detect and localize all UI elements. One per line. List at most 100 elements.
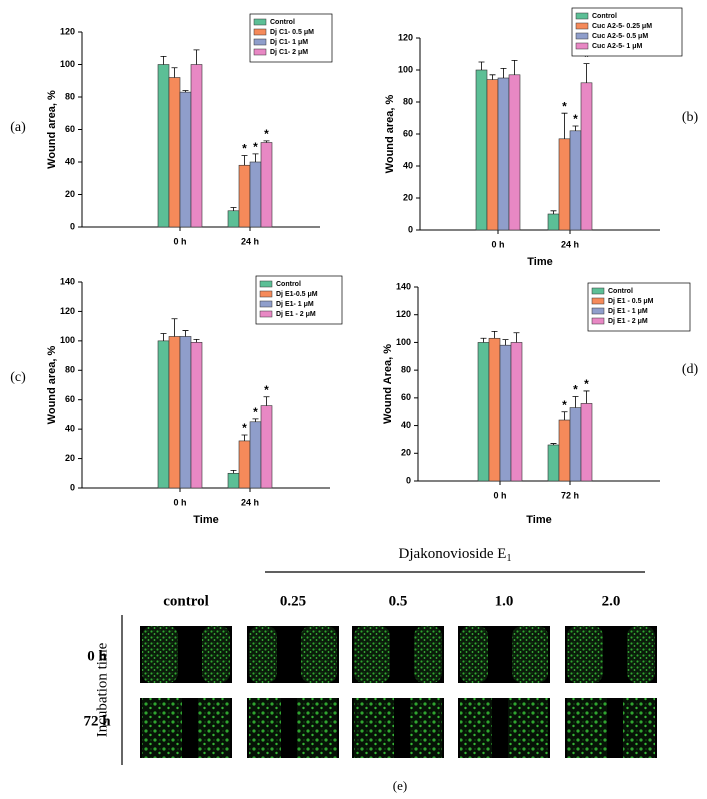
x-tick-label: 24 h [241, 497, 259, 507]
bar [477, 342, 490, 482]
legend-swatch [591, 287, 605, 295]
y-tick-label: 100 [60, 59, 75, 69]
y-tick-label: 60 [401, 392, 411, 402]
title-main: Djakonovioside E [399, 546, 507, 562]
legend-box [571, 7, 683, 57]
legend-label: Dj E1 - 2 μM [608, 318, 648, 325]
bar [497, 77, 510, 231]
x-tick-label: 72 h [561, 490, 579, 500]
error-bar [583, 63, 590, 83]
error-bar [583, 390, 590, 404]
significance-star: * [264, 383, 269, 397]
error-bar [513, 332, 520, 343]
cell-layer-left [142, 698, 182, 758]
legend-label: Dj C1- 0.5 μM [270, 29, 314, 36]
legend-label: Control [276, 281, 301, 288]
error-bar [193, 338, 200, 343]
significance-star: * [573, 112, 578, 126]
significance-star: * [562, 99, 567, 113]
cell-layer-left [567, 626, 603, 683]
bar [486, 79, 499, 231]
error-bar [572, 396, 579, 408]
cell-layer-left [567, 698, 607, 758]
legend-label: Dj C1- 2 μM [270, 49, 308, 56]
row-axis-label: Incubation time [94, 642, 110, 737]
bar [580, 82, 593, 231]
row-label: 72 h [83, 713, 111, 729]
bar [157, 340, 170, 489]
legend-label: Control [592, 13, 617, 20]
error-bar [511, 60, 518, 75]
bar [190, 64, 203, 228]
y-tick-label: 100 [396, 337, 411, 347]
legend-swatch [575, 42, 589, 50]
bar [238, 164, 251, 228]
error-bar [230, 469, 237, 474]
error-bar [550, 443, 557, 445]
error-bar [572, 125, 579, 131]
legend-swatch [575, 12, 589, 20]
significance-star: * [584, 50, 589, 64]
bar [475, 69, 488, 231]
significance-star: * [253, 140, 258, 154]
y-axis-label: Wound area, % [46, 90, 58, 169]
bar [488, 337, 501, 482]
legend-swatch [253, 28, 267, 36]
bar [190, 342, 203, 489]
significance-star: * [242, 142, 247, 156]
column-label: 2.0 [602, 593, 621, 609]
legend-swatch [253, 38, 267, 46]
bar [558, 138, 571, 231]
error-bar [500, 68, 507, 78]
column-label: 0.25 [280, 593, 306, 609]
error-bar [241, 434, 248, 441]
legend-swatch [259, 290, 273, 298]
panel-label: (a) [10, 120, 26, 135]
y-tick-label: 140 [60, 276, 75, 286]
legend-box [587, 282, 691, 332]
x-tick-label: 0 h [173, 497, 186, 507]
cell-layer-right [202, 626, 230, 683]
significance-star: * [264, 127, 269, 141]
legend-swatch [591, 307, 605, 315]
error-bar [263, 140, 270, 143]
y-tick-label: 40 [65, 156, 75, 166]
legend-label: Cuc A2-5- 1 μM [592, 43, 642, 50]
bar [238, 440, 251, 489]
bar [260, 142, 273, 228]
cell-layer-right [297, 698, 337, 758]
y-axis-label: Wound area, % [384, 94, 396, 173]
cell-layer-left [249, 626, 277, 683]
legend-label: Cuc A2-5- 0.5 μM [592, 33, 648, 40]
legend-swatch [253, 48, 267, 56]
legend-label: Dj E1- 1 μM [276, 301, 314, 308]
y-tick-label: 140 [396, 281, 411, 291]
legend-swatch [575, 22, 589, 30]
significance-star: * [584, 377, 589, 391]
x-tick-label: 0 h [491, 239, 504, 249]
cell-layer-right [198, 698, 230, 758]
significance-star: * [242, 421, 247, 435]
y-tick-label: 20 [65, 453, 75, 463]
x-tick-label: 24 h [241, 236, 259, 246]
cell-layer-right [623, 698, 655, 758]
x-axis-label: Time [526, 514, 551, 526]
bar [510, 342, 523, 482]
y-tick-label: 100 [60, 335, 75, 345]
legend-label: Dj E1 - 1 μM [608, 308, 648, 315]
legend-label: Dj E1 - 2 μM [276, 311, 316, 318]
error-bar [480, 337, 487, 343]
error-bar [182, 330, 189, 337]
bar [569, 130, 582, 231]
error-bar [263, 396, 270, 406]
cell-layer-left [354, 626, 390, 683]
y-tick-label: 80 [65, 91, 75, 101]
bar [260, 405, 273, 489]
error-bar [241, 155, 248, 166]
cell-layer-left [249, 698, 281, 758]
panel-e-title: Djakonovioside E1 [399, 546, 512, 564]
row-label: 0 h [87, 648, 107, 664]
x-tick-label: 24 h [561, 239, 579, 249]
